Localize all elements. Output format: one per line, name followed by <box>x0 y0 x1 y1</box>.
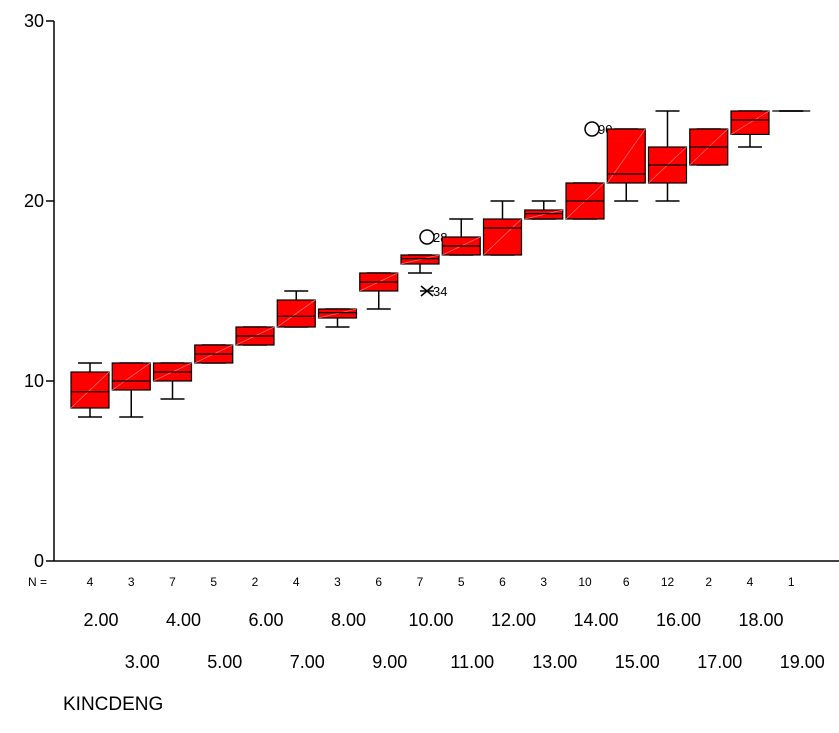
y-axis-ticks: 0 10 20 30 <box>24 11 54 571</box>
x-category-label: 11.00 <box>450 652 494 672</box>
y-tick-label: 0 <box>34 551 44 571</box>
x-category-label: 3.00 <box>125 652 160 672</box>
outlier-circle <box>584 121 600 137</box>
n-count: 3 <box>128 575 135 589</box>
x-category-label: 2.00 <box>83 610 118 630</box>
x-category-label: 5.00 <box>207 652 242 672</box>
box-group <box>482 200 523 256</box>
box-group: 90 <box>565 121 612 220</box>
box-group <box>606 128 646 202</box>
x-category-label: 6.00 <box>248 610 283 630</box>
box-shading <box>318 308 357 319</box>
x-category-label: 4.00 <box>166 610 201 630</box>
box-shading <box>112 362 151 391</box>
box-group <box>152 362 193 400</box>
outlier-circle <box>419 229 435 245</box>
box-shading <box>524 209 563 220</box>
y-tick-label: 10 <box>24 371 44 391</box>
x-category-label: 14.00 <box>573 610 618 630</box>
box-group <box>194 344 234 364</box>
x-category-label: 19.00 <box>780 652 825 672</box>
box-group <box>689 128 729 166</box>
n-count: 6 <box>375 575 382 589</box>
x-category-label: 8.00 <box>331 610 366 630</box>
x-category-label: 12.00 <box>491 610 536 630</box>
x-category-labels: 2.00 3.00 4.00 5.00 6.00 7.00 8.00 9.00 10.00 11.… <box>83 610 824 672</box>
n-count: 3 <box>540 575 547 589</box>
n-count: 1 <box>788 575 795 589</box>
n-count: 4 <box>747 575 754 589</box>
x-category-label: 18.00 <box>738 610 783 630</box>
n-count: 5 <box>210 575 217 589</box>
n-count: 3 <box>334 575 341 589</box>
x-category-label: 10.00 <box>408 610 453 630</box>
n-count: 5 <box>458 575 465 589</box>
n-count: 4 <box>87 575 94 589</box>
box-group <box>235 326 275 346</box>
n-label: N = <box>28 575 47 589</box>
box-group <box>359 272 399 310</box>
box-shading <box>730 110 770 135</box>
x-category-label: 17.00 <box>697 652 742 672</box>
box-group <box>730 110 770 148</box>
n-counts-row: 4 3 7 5 2 4 3 6 7 5 6 3 10 6 12 2 4 1 <box>87 575 795 589</box>
x-category-label: 9.00 <box>372 652 407 672</box>
box-shading <box>483 218 522 256</box>
y-tick-label: 20 <box>24 191 44 211</box>
box-group <box>524 200 564 220</box>
n-count: 6 <box>499 575 506 589</box>
box-group <box>647 110 688 202</box>
n-count: 4 <box>293 575 300 589</box>
box-shading <box>277 299 316 328</box>
n-count: 2 <box>705 575 712 589</box>
box-shading <box>400 254 440 265</box>
box-group <box>441 218 481 256</box>
n-count: 7 <box>169 575 176 589</box>
box-group <box>70 362 110 418</box>
box-group <box>317 308 358 328</box>
x-category-label: 16.00 <box>656 610 701 630</box>
n-count: 10 <box>578 575 592 589</box>
n-count: 2 <box>252 575 259 589</box>
y-tick-label: 30 <box>24 11 44 31</box>
x-axis-label: KINCDENG <box>63 694 163 715</box>
n-count: 12 <box>661 575 675 589</box>
box-group <box>276 290 316 328</box>
x-category-label: 15.00 <box>615 652 660 672</box>
box-group <box>111 362 151 418</box>
x-category-label: 7.00 <box>290 652 325 672</box>
outlier-label: 34 <box>433 284 447 299</box>
n-count: 7 <box>417 575 424 589</box>
x-category-label: 13.00 <box>532 652 577 672</box>
box-shading <box>70 371 110 409</box>
n-count: 6 <box>623 575 630 589</box>
extreme-star <box>420 285 434 297</box>
